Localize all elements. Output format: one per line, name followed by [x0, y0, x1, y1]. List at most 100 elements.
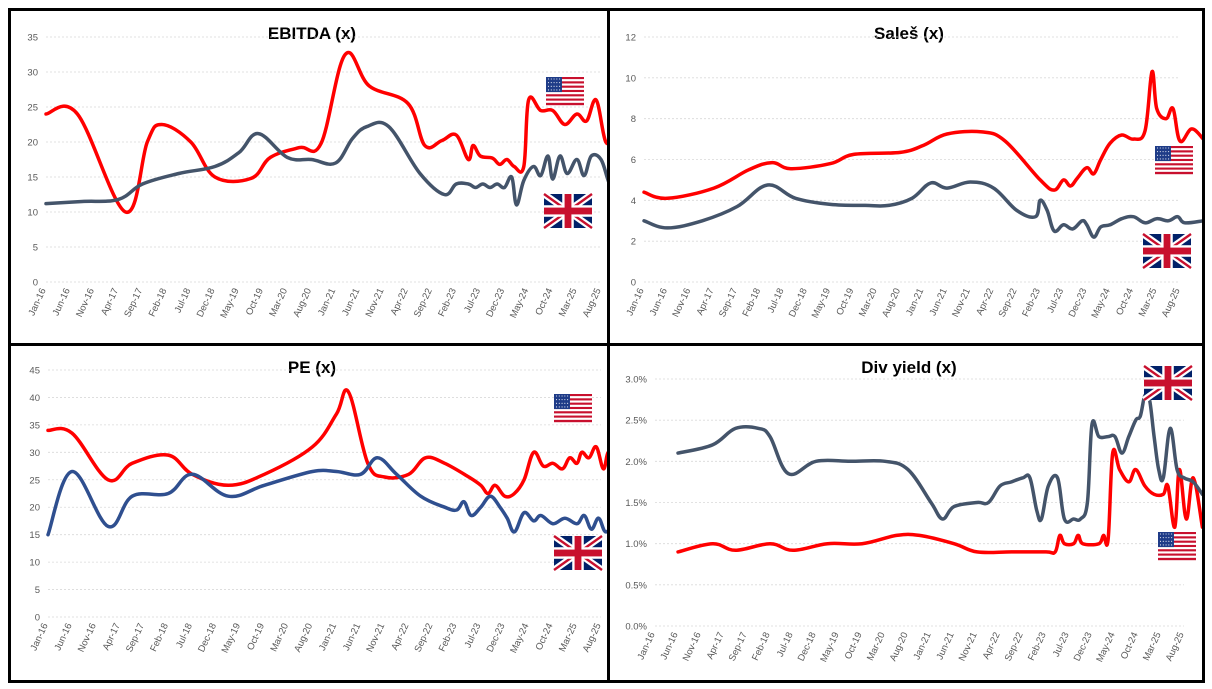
sales-x-tick: Jan-16 — [624, 287, 646, 318]
pe-x-tick: Aug-25 — [581, 622, 604, 654]
sales-x-tick: Oct-24 — [1114, 287, 1136, 317]
sales-x-tick: Feb-18 — [741, 287, 764, 319]
pe-y-tick: 35 — [29, 420, 40, 431]
ebitda-y-tick: 0 — [33, 278, 38, 289]
ebitda-panel: EBITDA (x) 0 5 10 15 20 25 30 35 Jan-16 Jun-16 Nov-… — [8, 8, 610, 346]
divyield-y-tick: 0.5% — [625, 580, 647, 591]
pe-y-tick: 0 — [35, 613, 40, 624]
divyield-x-tick: Jul-23 — [1051, 631, 1072, 659]
ebitda-y-tick: 30 — [27, 68, 38, 79]
pe-panel: PE (x) 0 5 10 15 20 25 30 35 40 45 Jan-16 Jun-16 Nov-… — [8, 343, 610, 683]
divyield-x-tick: Sep-22 — [1003, 631, 1026, 663]
divyield-y-tick: 2.0% — [625, 457, 647, 468]
sales-x-tick: Jun-16 — [648, 287, 670, 318]
sales-y-tick: 4 — [631, 196, 636, 207]
pe-y-tick: 10 — [29, 558, 40, 569]
sales-x-tick: Jun-21 — [927, 287, 949, 318]
pe-x-tick: May-24 — [508, 622, 531, 655]
sales-x-tick: Jul-18 — [766, 287, 787, 315]
divyield-x-tick: Mar-20 — [865, 631, 888, 663]
ebitda-x-tick: Aug-20 — [291, 287, 314, 319]
pe-x-tick: Feb-23 — [437, 622, 460, 654]
divyield-series-uk-line — [676, 391, 1202, 524]
pe-x-tick: Mar-20 — [268, 622, 291, 654]
pe-x-tick: Apr-22 — [389, 622, 411, 652]
pe-series-us-line — [46, 388, 607, 499]
pe-x-tick: Jul-18 — [174, 622, 195, 650]
sales-x-tick: Nov-21 — [950, 287, 973, 319]
pe-x-tick: Dec-23 — [485, 622, 508, 654]
sales-x-tick: May-19 — [810, 287, 833, 320]
sales-x-tick: Jul-23 — [1045, 287, 1066, 315]
pe-y-tick: 15 — [29, 530, 40, 541]
divyield-x-tick: Jun-16 — [658, 631, 680, 662]
pe-x-tick: Jul-23 — [463, 622, 484, 650]
ebitda-x-tick: Jun-16 — [51, 287, 73, 318]
divyield-x-tick: Nov-21 — [957, 631, 980, 663]
ebitda-x-tick: Mar-20 — [267, 287, 290, 319]
pe-x-tick: Feb-18 — [148, 622, 171, 654]
pe-x-tick: Jun-16 — [52, 622, 74, 653]
sales-y-tick: 12 — [625, 33, 636, 44]
pe-y-tick: 30 — [29, 448, 40, 459]
divyield-x-tick: Feb-18 — [750, 631, 773, 663]
divyield-x-tick: Mar-25 — [1141, 631, 1164, 663]
pe-y-tick: 20 — [29, 503, 40, 514]
ebitda-x-tick: Apr-22 — [389, 287, 411, 317]
divyield-x-tick: Dec-18 — [796, 631, 819, 663]
sales-us-flag-icon — [1155, 146, 1193, 175]
ebitda-series-us-line — [44, 50, 607, 214]
divyield-x-tick: Aug-20 — [888, 631, 911, 663]
sales-y-tick: 10 — [625, 73, 636, 84]
pe-x-tick: Sep-22 — [412, 622, 435, 654]
sales-x-tick: Apr-22 — [974, 287, 996, 317]
sales-x-tick: Nov-16 — [670, 287, 693, 319]
ebitda-x-tick: Sep-22 — [412, 287, 435, 319]
sales-x-tick: Dec-23 — [1067, 287, 1090, 319]
pe-x-tick: Nov-21 — [364, 622, 387, 654]
divyield-y-tick: 2.5% — [625, 416, 647, 427]
ebitda-x-tick: Dec-18 — [195, 287, 218, 319]
sales-panel: Saleš (x) 0 2 4 6 8 10 12 Jan-16 Jun-16 Nov-16 Apr-… — [607, 8, 1205, 346]
ebitda-y-tick: 15 — [27, 173, 38, 184]
pe-x-tick: Jun-21 — [341, 622, 363, 653]
sales-y-tick: 0 — [631, 278, 636, 289]
ebitda-uk-flag-icon — [542, 191, 594, 231]
pe-x-tick: Mar-25 — [557, 622, 580, 654]
sales-uk-flag-icon — [1141, 231, 1193, 271]
sales-x-tick: Oct-19 — [834, 287, 856, 317]
divyield-x-tick: Feb-23 — [1026, 631, 1049, 663]
sales-x-tick: Feb-23 — [1020, 287, 1043, 319]
ebitda-x-tick: Oct-19 — [244, 287, 266, 317]
divyield-x-tick: Apr-22 — [981, 631, 1003, 661]
ebitda-x-tick: Feb-23 — [436, 287, 459, 319]
pe-x-tick: Jan-16 — [28, 622, 50, 653]
ebitda-x-tick: Jul-23 — [462, 287, 483, 315]
sales-x-tick: May-24 — [1089, 287, 1112, 320]
sales-x-tick: Dec-18 — [787, 287, 810, 319]
ebitda-x-tick: Apr-17 — [99, 287, 121, 317]
ebitda-x-tick: Dec-23 — [484, 287, 507, 319]
pe-x-tick: Oct-24 — [534, 622, 556, 652]
sales-y-tick: 8 — [631, 114, 636, 125]
pe-x-tick: Nov-16 — [76, 622, 99, 654]
divyield-series-us-line — [676, 447, 1202, 555]
ebitda-x-tick: May-19 — [218, 287, 241, 320]
ebitda-x-tick: Mar-25 — [557, 287, 580, 319]
pe-x-tick: Apr-17 — [101, 622, 123, 652]
divyield-x-tick: Jul-18 — [775, 631, 796, 659]
sales-y-tick: 2 — [631, 237, 636, 248]
divyield-x-tick: Jan-21 — [911, 631, 933, 662]
ebitda-x-tick: Jun-21 — [340, 287, 362, 318]
pe-x-tick: Oct-19 — [245, 622, 267, 652]
divyield-panel: Div yield (x) 0.0% 0.5% 1.0% 1.5% 2.0% 2.5% 3.0… — [607, 343, 1205, 683]
pe-x-tick: Aug-20 — [292, 622, 315, 654]
divyield-us-flag-icon — [1158, 532, 1196, 561]
sales-x-tick: Mar-25 — [1137, 287, 1160, 319]
ebitda-x-tick: Oct-24 — [533, 287, 555, 317]
ebitda-x-tick: Sep-17 — [122, 287, 145, 319]
divyield-y-tick: 1.5% — [625, 498, 647, 509]
sales-x-tick: Sep-22 — [997, 287, 1020, 319]
pe-x-tick: Dec-18 — [196, 622, 219, 654]
